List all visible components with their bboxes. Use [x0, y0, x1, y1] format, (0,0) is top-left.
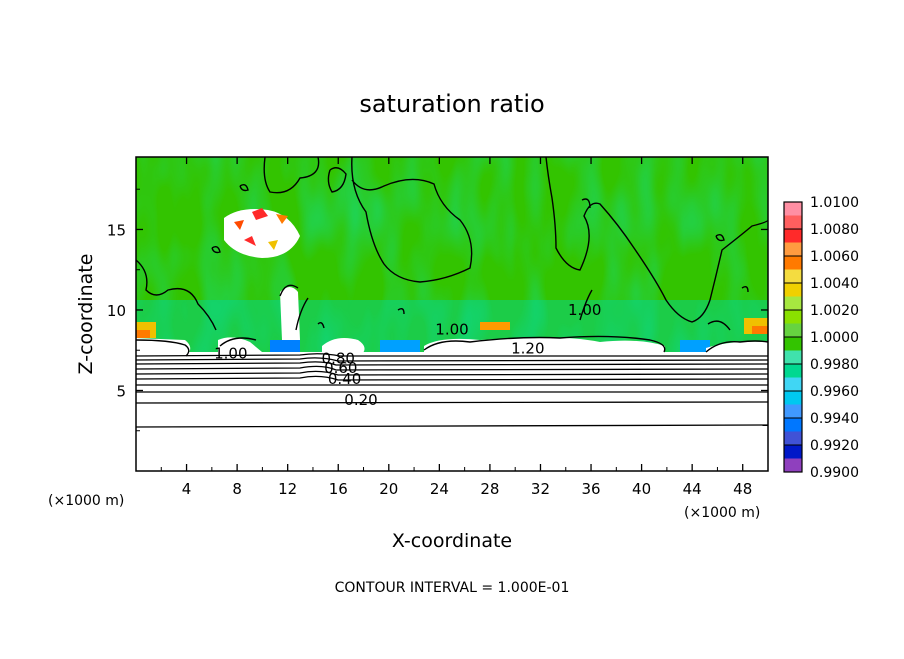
x-tick-label: 8	[232, 480, 242, 498]
y-axis: 5 10 15	[107, 188, 768, 432]
colorbar-label: 1.0080	[810, 222, 859, 238]
blue-dip-1	[380, 340, 420, 352]
x-tick-label: 16	[329, 480, 348, 498]
colorbar-swatch	[784, 391, 802, 405]
contour-label: 1.00	[435, 320, 468, 338]
x-axis: 4 8 12 16 20 24 28 32 36 40 44 48	[160, 157, 752, 498]
plot-frame	[135, 156, 769, 472]
colorbar-swatch	[784, 310, 802, 324]
contour-labels: 0.20 0.400.600.80 1.00 1.00 1.00 1.20	[214, 301, 601, 409]
colorbar-label: 1.0000	[810, 330, 859, 346]
white-plume	[280, 287, 300, 340]
y-tick-label: 10	[107, 302, 126, 320]
colorbar-swatch	[784, 269, 802, 283]
colorbar-swatch	[784, 229, 802, 243]
white-region-b	[218, 337, 262, 356]
blue-dip-2	[270, 340, 300, 352]
contour-label: 0.40	[328, 370, 361, 388]
colorbar-swatch	[784, 364, 802, 378]
x-unit-left: (×1000 m)	[48, 493, 124, 509]
colorbar-swatch	[784, 202, 802, 216]
chart-title: saturation ratio	[359, 90, 544, 118]
red-speckle-1	[252, 208, 268, 220]
colorbar-label: 1.0040	[810, 276, 859, 292]
dry-layer	[136, 352, 768, 471]
colorbar-swatch	[784, 350, 802, 364]
x-unit-right: (×1000 m)	[684, 505, 760, 521]
x-tick-label: 20	[379, 480, 398, 498]
y-axis-label: Z-coordinate	[75, 254, 97, 375]
x-axis-label: X-coordinate	[392, 530, 512, 552]
warm-patch-mid	[480, 322, 510, 330]
x-tick-label: 44	[683, 480, 702, 498]
contour-label: 0.80	[322, 349, 355, 367]
colorbar-swatch	[784, 215, 802, 229]
red-speckle-5	[268, 240, 278, 250]
colorbar-swatch	[784, 337, 802, 351]
colorbar: 1.0100 1.0080 1.0060 1.0040 1.0020 1.0000 0.99…	[783, 195, 859, 481]
x-tick-label: 28	[480, 480, 499, 498]
white-region-c	[322, 338, 365, 356]
colorbar-swatch	[784, 323, 802, 337]
colorbar-label: 0.9920	[810, 438, 859, 454]
contour-label: 0.20	[344, 391, 377, 409]
colorbar-swatch	[784, 404, 802, 418]
colorbar-swatch	[784, 283, 802, 297]
warm-edge-right-2	[752, 326, 768, 334]
x-tick-label: 24	[430, 480, 449, 498]
colorbar-swatch	[784, 431, 802, 445]
colorbar-label: 0.9940	[810, 411, 859, 427]
colorbar-label: 0.9980	[810, 357, 859, 373]
contour-label: 1.20	[511, 340, 544, 358]
x-tick-label: 36	[581, 480, 600, 498]
colorbar-swatch	[784, 296, 802, 310]
colorbar-swatch	[784, 242, 802, 256]
contour-label: 1.00	[568, 301, 601, 319]
contour-label: 0.60	[324, 359, 357, 377]
colorbar-label: 0.9960	[810, 384, 859, 400]
y-tick-label: 15	[107, 221, 126, 239]
contour-label: 1.00	[214, 344, 247, 362]
colorbar-label: 1.0100	[810, 195, 859, 211]
contour-interval-note: CONTOUR INTERVAL = 1.000E-01	[335, 580, 570, 596]
colorbar-label: 0.9900	[810, 465, 859, 481]
colorbar-swatch	[784, 418, 802, 432]
red-speckle-3	[276, 214, 288, 224]
x-tick-label: 48	[733, 480, 752, 498]
colorbar-swatch	[784, 445, 802, 459]
x-tick-label: 12	[278, 480, 297, 498]
red-speckle-4	[244, 236, 256, 246]
colorbar-label: 1.0020	[810, 303, 859, 319]
contours-lower	[136, 353, 768, 428]
x-tick-label: 40	[632, 480, 651, 498]
y-tick-label: 5	[116, 382, 126, 400]
plot-area	[136, 157, 768, 471]
x-tick-label: 4	[182, 480, 192, 498]
warm-edge-left-2	[136, 330, 150, 338]
red-speckle-2	[234, 220, 244, 230]
white-region-d	[424, 337, 665, 356]
colorbar-label: 1.0060	[810, 249, 859, 265]
contours-1-00	[136, 157, 768, 357]
colorbar-swatch	[784, 458, 802, 472]
blue-dip-3	[680, 340, 710, 352]
colorbar-swatch	[784, 377, 802, 391]
x-tick-label: 32	[531, 480, 550, 498]
colorbar-swatch	[784, 256, 802, 270]
white-region-e	[706, 341, 768, 356]
